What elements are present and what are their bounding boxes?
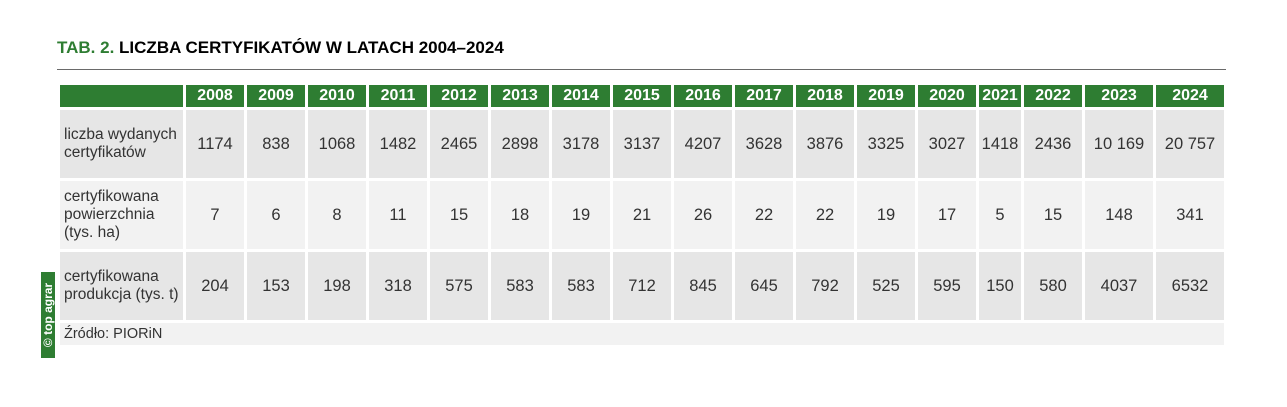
cell: 5 [976, 178, 1024, 252]
header-cell: 2022 [1021, 82, 1085, 110]
row-label: liczba wydanych certyfikatów [57, 107, 186, 181]
cell: 2898 [488, 107, 552, 181]
cell: 22 [793, 178, 857, 252]
cell: 838 [244, 107, 308, 181]
header-cell: 2016 [671, 82, 735, 110]
cell: 580 [1021, 249, 1085, 323]
cell: 1174 [183, 107, 247, 181]
cell: 150 [976, 249, 1024, 323]
cell: 204 [183, 249, 247, 323]
cell: 8 [305, 178, 369, 252]
cell: 645 [732, 249, 796, 323]
header-corner [57, 82, 186, 110]
source: Źródło: PIORiN [57, 320, 1227, 348]
cell: 6 [244, 178, 308, 252]
cell: 595 [915, 249, 979, 323]
cell: 10 169 [1082, 107, 1156, 181]
cell: 318 [366, 249, 430, 323]
header-cell: 2011 [366, 82, 430, 110]
data-row: certyfikowana produkcja (tys. t) 204 153 19… [57, 249, 1227, 323]
cell: 17 [915, 178, 979, 252]
cell: 198 [305, 249, 369, 323]
row-label: certyfikowana produkcja (tys. t) [57, 249, 186, 323]
cell: 15 [427, 178, 491, 252]
header-cell: 2024 [1153, 82, 1227, 110]
cell: 3178 [549, 107, 613, 181]
row-label: certyfikowana powierzchnia (tys. ha) [57, 178, 186, 252]
header-cell: 2019 [854, 82, 918, 110]
cell: 26 [671, 178, 735, 252]
cell: 20 757 [1153, 107, 1227, 181]
cell: 3628 [732, 107, 796, 181]
cell: 2465 [427, 107, 491, 181]
cell: 148 [1082, 178, 1156, 252]
cell: 153 [244, 249, 308, 323]
cell: 712 [610, 249, 674, 323]
cell: 6532 [1153, 249, 1227, 323]
watermark: © top agrar [41, 282, 55, 348]
cell: 792 [793, 249, 857, 323]
cell: 1418 [976, 107, 1024, 181]
cell: 19 [549, 178, 613, 252]
watermark-tab: © top agrar [41, 272, 55, 358]
cell: 11 [366, 178, 430, 252]
cell: 3137 [610, 107, 674, 181]
cell: 845 [671, 249, 735, 323]
cell: 3027 [915, 107, 979, 181]
cell: 4037 [1082, 249, 1156, 323]
table-title: TAB. 2. LICZBA CERTYFIKATÓW W LATACH 200… [57, 36, 1226, 70]
header-cell: 2009 [244, 82, 308, 110]
header-cell: 2014 [549, 82, 613, 110]
cell: 4207 [671, 107, 735, 181]
cell: 2436 [1021, 107, 1085, 181]
cell: 1068 [305, 107, 369, 181]
header-cell: 2015 [610, 82, 674, 110]
header-cell: 2008 [183, 82, 247, 110]
cell: 19 [854, 178, 918, 252]
cell: 3325 [854, 107, 918, 181]
data-row: liczba wydanych certyfikatów 1174 838 1068 1… [57, 107, 1227, 181]
header-cell: 2020 [915, 82, 979, 110]
cell: 575 [427, 249, 491, 323]
data-row: certyfikowana powierzchnia (tys. ha) 7 6 8 1… [57, 178, 1227, 252]
cell: 15 [1021, 178, 1085, 252]
title-text: LICZBA CERTYFIKATÓW W LATACH 2004–2024 [119, 38, 504, 57]
cell: 22 [732, 178, 796, 252]
cell: 341 [1153, 178, 1227, 252]
header-cell: 2021 [976, 82, 1024, 110]
cell: 21 [610, 178, 674, 252]
cell: 583 [549, 249, 613, 323]
source-row: Źródło: PIORiN [57, 320, 1227, 348]
cell: 583 [488, 249, 552, 323]
header-cell: 2010 [305, 82, 369, 110]
header-cell: 2017 [732, 82, 796, 110]
cell: 3876 [793, 107, 857, 181]
data-table: 2008 2009 2010 2011 2012 2013 2014 2015 2016 2017… [57, 82, 1227, 348]
header-cell: 2013 [488, 82, 552, 110]
header-cell: 2023 [1082, 82, 1156, 110]
header-cell: 2018 [793, 82, 857, 110]
title-label: TAB. 2. [57, 38, 115, 57]
header-cell: 2012 [427, 82, 491, 110]
cell: 1482 [366, 107, 430, 181]
cell: 18 [488, 178, 552, 252]
cell: 7 [183, 178, 247, 252]
cell: 525 [854, 249, 918, 323]
header-row: 2008 2009 2010 2011 2012 2013 2014 2015 2016 2017… [57, 82, 1227, 110]
